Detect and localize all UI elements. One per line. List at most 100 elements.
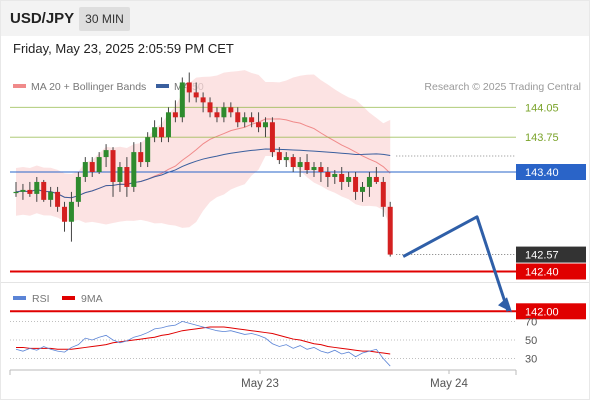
candle xyxy=(221,102,227,123)
candle-body xyxy=(235,112,241,123)
candle-body xyxy=(20,189,26,192)
candle xyxy=(380,176,386,217)
candle xyxy=(283,152,289,168)
candle xyxy=(41,179,47,202)
candle-body xyxy=(75,176,81,202)
candle-body xyxy=(48,191,54,200)
chart-header: USD/JPY 30 MIN xyxy=(0,0,590,36)
candle-body xyxy=(124,167,130,187)
x-axis-label: May 23 xyxy=(241,378,279,390)
candle xyxy=(353,172,359,200)
candle-body xyxy=(283,157,289,161)
candle-body xyxy=(186,82,192,93)
candle xyxy=(186,72,192,103)
candle xyxy=(304,154,310,174)
candle-body xyxy=(159,127,165,138)
candle xyxy=(297,157,303,177)
candle xyxy=(366,172,372,197)
candle xyxy=(124,157,130,197)
candle xyxy=(13,181,19,197)
candle xyxy=(110,147,116,197)
rsi-ma-line xyxy=(16,326,391,355)
candle xyxy=(200,92,206,113)
candle xyxy=(165,107,171,143)
candle xyxy=(214,107,220,123)
candle-body xyxy=(172,112,178,118)
candle-body xyxy=(276,152,282,161)
candle xyxy=(82,157,88,182)
candle xyxy=(318,162,324,182)
datetime-label: Friday, May 23, 2025 2:05:59 PM CET xyxy=(13,41,234,56)
candle-body xyxy=(55,191,61,207)
candle-body xyxy=(200,97,206,103)
candle xyxy=(242,112,248,128)
timeframe-button[interactable]: 30 MIN xyxy=(79,7,130,31)
candle xyxy=(269,117,275,158)
candle-body xyxy=(249,117,255,123)
candle-body xyxy=(360,186,365,192)
price-level-label: 142.00 xyxy=(525,306,559,318)
symbol-label: USD/JPY xyxy=(10,10,75,27)
candle-body xyxy=(221,107,227,118)
candle xyxy=(145,132,151,168)
candle xyxy=(228,102,234,118)
candle-body xyxy=(110,150,116,182)
candle xyxy=(346,172,352,187)
candle xyxy=(62,201,68,232)
candle xyxy=(262,117,268,138)
candle xyxy=(373,167,379,184)
candle-body xyxy=(339,173,345,182)
candle-body xyxy=(138,152,144,163)
rsi-legend-label: 9MA xyxy=(81,293,103,305)
candle xyxy=(103,144,109,168)
candle-body xyxy=(82,162,88,177)
candle-body xyxy=(366,176,372,187)
legend-swatch xyxy=(156,84,169,88)
candle xyxy=(276,147,282,165)
candle-body xyxy=(41,181,47,200)
candle xyxy=(117,162,123,192)
candle-body xyxy=(373,176,379,182)
price-level-label: 142.40 xyxy=(525,267,559,279)
candle xyxy=(138,142,144,168)
candle-body xyxy=(62,206,68,222)
bollinger-band xyxy=(16,70,391,228)
candle-body xyxy=(304,162,310,171)
rsi-tick-label: 30 xyxy=(525,354,537,366)
candle xyxy=(48,186,54,207)
candle xyxy=(159,117,165,143)
rsi-legend-label: RSI xyxy=(32,293,50,305)
candle xyxy=(332,170,338,184)
candle-body xyxy=(131,152,137,187)
candle xyxy=(75,172,81,207)
candle-body xyxy=(297,162,303,168)
candle xyxy=(172,100,178,123)
price-level-label: 143.40 xyxy=(525,167,559,179)
candle-body xyxy=(332,173,338,177)
candle xyxy=(179,77,185,123)
rsi-legend-swatch xyxy=(13,296,26,300)
rsi-tick-label: 50 xyxy=(525,335,537,347)
candle-body xyxy=(207,102,213,113)
candle xyxy=(207,97,213,118)
forecast-arrow xyxy=(402,215,510,312)
candle-body xyxy=(380,181,386,207)
candle-body xyxy=(262,122,268,128)
candle-body xyxy=(179,82,185,118)
price-level-label: 143.75 xyxy=(525,132,559,144)
candle-body xyxy=(103,150,109,158)
candle xyxy=(325,167,331,187)
candle-body xyxy=(387,206,393,255)
candle-body xyxy=(242,117,248,123)
candle-body xyxy=(89,162,95,172)
candle xyxy=(256,112,262,133)
candle-body xyxy=(311,167,317,171)
candle xyxy=(311,162,317,177)
candle xyxy=(96,152,102,174)
candle xyxy=(131,142,137,192)
candle-body xyxy=(34,181,40,194)
candle xyxy=(339,167,345,190)
candle xyxy=(249,112,255,128)
candle-body xyxy=(68,201,74,222)
